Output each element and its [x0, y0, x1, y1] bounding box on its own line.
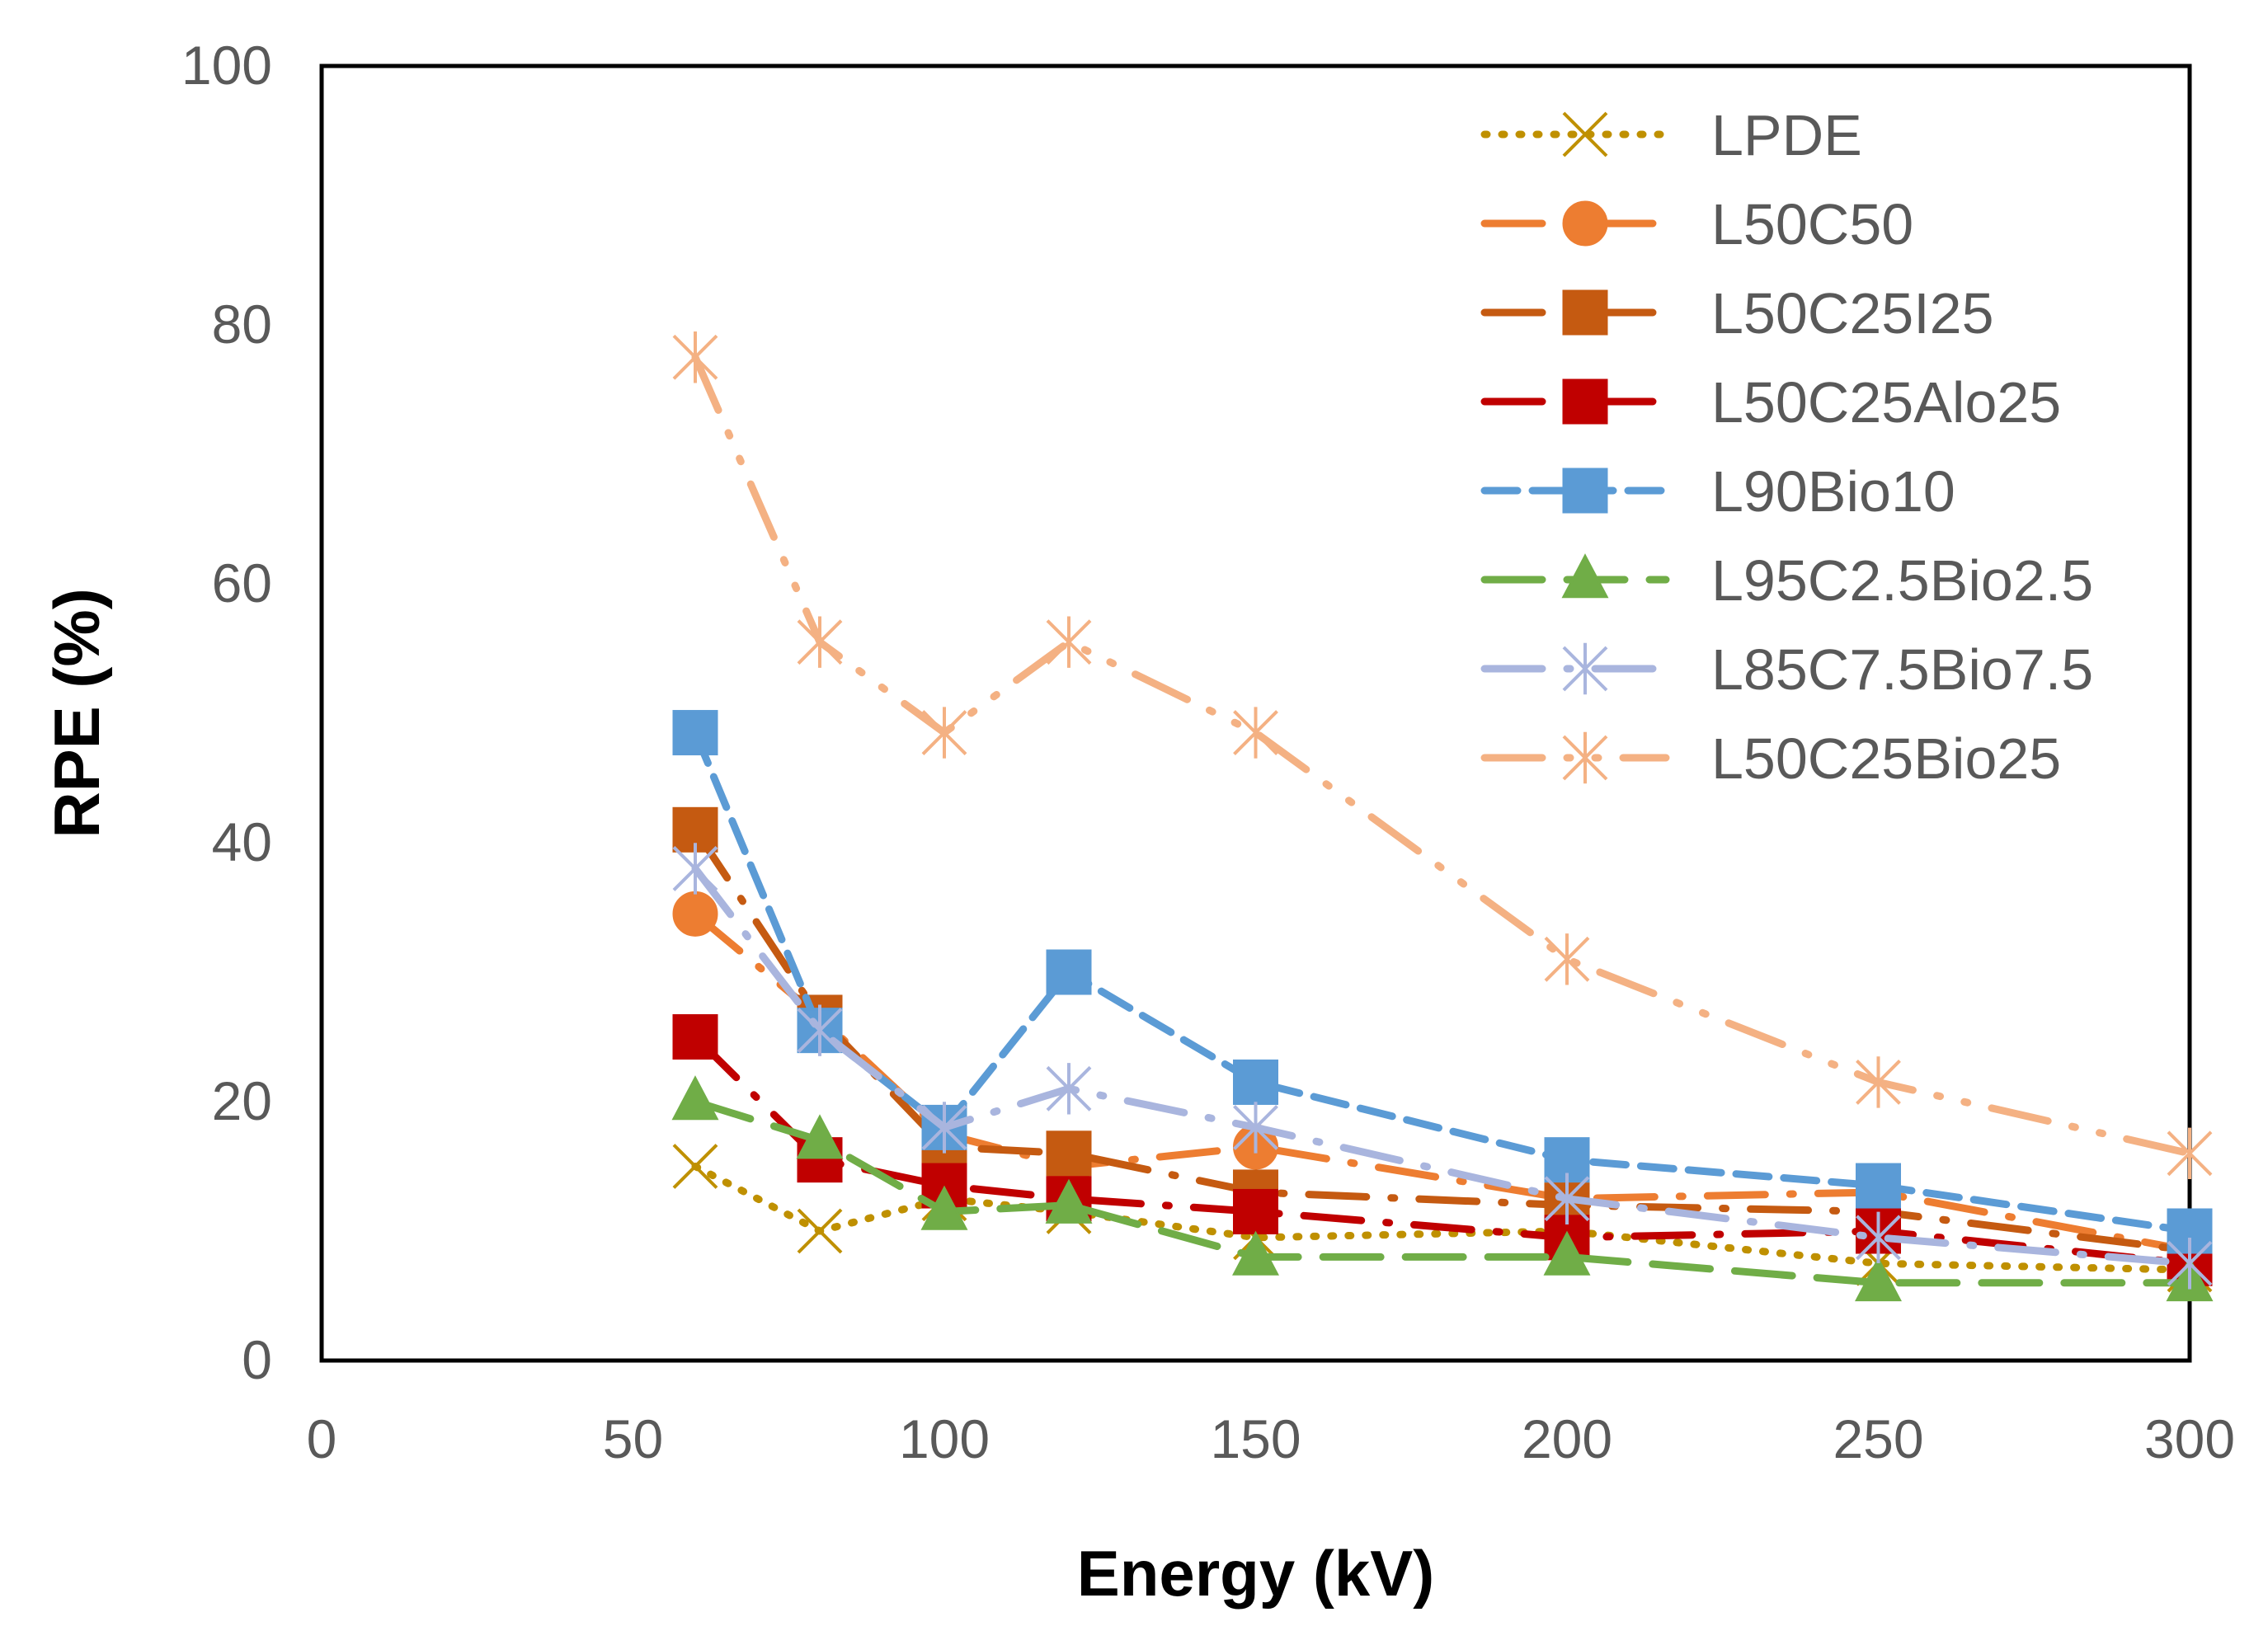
series-line: [691, 1097, 2194, 1287]
legend-label: LPDE: [1711, 103, 1862, 167]
legend-entry: L50C25Alo25: [1480, 370, 2061, 435]
legend-entry: L90Bio10: [1480, 459, 1955, 524]
data-point: [1045, 1178, 1093, 1224]
data-point: [672, 891, 718, 937]
legend-swatch-marker: [1562, 642, 1608, 695]
data-point: [1233, 1188, 1278, 1234]
legend-label: L50C25Bio25: [1711, 726, 2061, 791]
legend-label: L50C25Alo25: [1711, 370, 2061, 435]
x-tick-label: 200: [1522, 1408, 1612, 1469]
legend-label: L85C7.5Bio7.5: [1711, 637, 2093, 702]
data-point: [921, 1102, 967, 1154]
legend-label: L95C2.5Bio2.5: [1711, 548, 2093, 613]
plot-area-border: [319, 63, 2192, 1363]
data-point: [1046, 616, 1092, 668]
legend-swatch-marker: [1562, 289, 1608, 336]
series-L85C7.5Bio7.5: [672, 843, 2213, 1290]
data-point: [672, 331, 718, 383]
series-line: [691, 729, 2194, 1235]
data-point: [797, 1208, 843, 1254]
series-L50C25Alo25: [672, 1014, 2213, 1286]
data-point: [1544, 1173, 1590, 1224]
data-point: [2167, 1127, 2213, 1179]
y-tick-label: 60: [212, 552, 272, 613]
data-point: [2167, 1238, 2213, 1290]
data-point: [1856, 1163, 1901, 1209]
data-point: [1543, 1230, 1591, 1276]
axes: 0 50 100 150 200 250 300 0 20 40 60 80 100: [181, 35, 2235, 1469]
y-axis-title: RPE (%): [40, 588, 113, 838]
data-point: [797, 1004, 843, 1056]
data-point: [1233, 1059, 1278, 1105]
data-point: [796, 1114, 844, 1159]
legend-entry: LPDE: [1480, 103, 1862, 167]
legend: LPDE L50C50 L50C25I25 L50C25Alo25 L90Bio10 L9…: [1480, 103, 2093, 791]
data-point: [672, 1144, 718, 1189]
legend-swatch-marker: [1562, 731, 1608, 784]
x-tick-label: 300: [2144, 1408, 2235, 1469]
series-line: [691, 1033, 2194, 1267]
y-tick-label: 0: [242, 1329, 272, 1390]
series-layer: [671, 331, 2214, 1302]
series-L90Bio10: [672, 710, 2213, 1254]
data-point: [921, 707, 967, 759]
x-tick-label: 150: [1210, 1408, 1301, 1469]
legend-label: L50C25I25: [1711, 281, 1994, 345]
series-L50C25Bio25: [672, 331, 2213, 1179]
data-point: [1856, 1211, 1901, 1264]
y-tick-label: 80: [212, 294, 272, 355]
series-LPDE: [672, 1144, 2213, 1293]
legend-entry: L85C7.5Bio7.5: [1480, 637, 2093, 702]
legend-swatch-marker: [1562, 200, 1608, 247]
legend-entry: L50C50: [1480, 192, 1913, 256]
x-tick-label: 0: [307, 1408, 337, 1469]
legend-swatch-marker: [1562, 111, 1608, 157]
data-point: [797, 616, 843, 668]
series-L50C50: [672, 891, 2213, 1274]
data-point: [920, 1185, 968, 1230]
data-point: [1046, 949, 1092, 995]
data-point: [672, 1014, 718, 1060]
data-point: [1232, 1230, 1279, 1276]
data-point: [1233, 707, 1278, 759]
legend-entry: L50C25Bio25: [1480, 726, 2061, 791]
y-tick-label: 20: [212, 1070, 272, 1131]
data-point: [671, 1075, 719, 1121]
series-line: [691, 825, 2194, 1255]
x-tick-label: 50: [603, 1408, 663, 1469]
data-point: [1046, 1063, 1092, 1115]
data-point: [1856, 1056, 1901, 1108]
data-point: [1233, 1102, 1278, 1154]
data-point: [672, 710, 718, 756]
data-point: [672, 843, 718, 895]
legend-swatch-marker: [1562, 378, 1608, 425]
x-tick-label: 100: [899, 1408, 990, 1469]
data-point: [1046, 1130, 1092, 1177]
legend-entry: L50C25I25: [1480, 281, 1994, 345]
series-L95C2.5Bio2.5: [671, 1075, 2214, 1302]
series-line: [691, 1163, 2194, 1274]
legend-label: L50C50: [1711, 192, 1913, 256]
data-point: [1544, 933, 1590, 985]
y-tick-label: 100: [181, 35, 272, 96]
x-tick-label: 250: [1833, 1408, 1923, 1469]
legend-swatch-marker: [1562, 468, 1608, 514]
y-tick-label: 40: [212, 811, 272, 872]
data-point: [1855, 1256, 1902, 1302]
x-axis-title: Energy (kV): [1077, 1537, 1434, 1610]
legend-label: L90Bio10: [1711, 459, 1955, 524]
legend-entry: L95C2.5Bio2.5: [1480, 548, 2093, 613]
series-line: [691, 864, 2194, 1267]
series-line: [691, 353, 2194, 1158]
legend-swatch-marker: [1561, 553, 1609, 599]
